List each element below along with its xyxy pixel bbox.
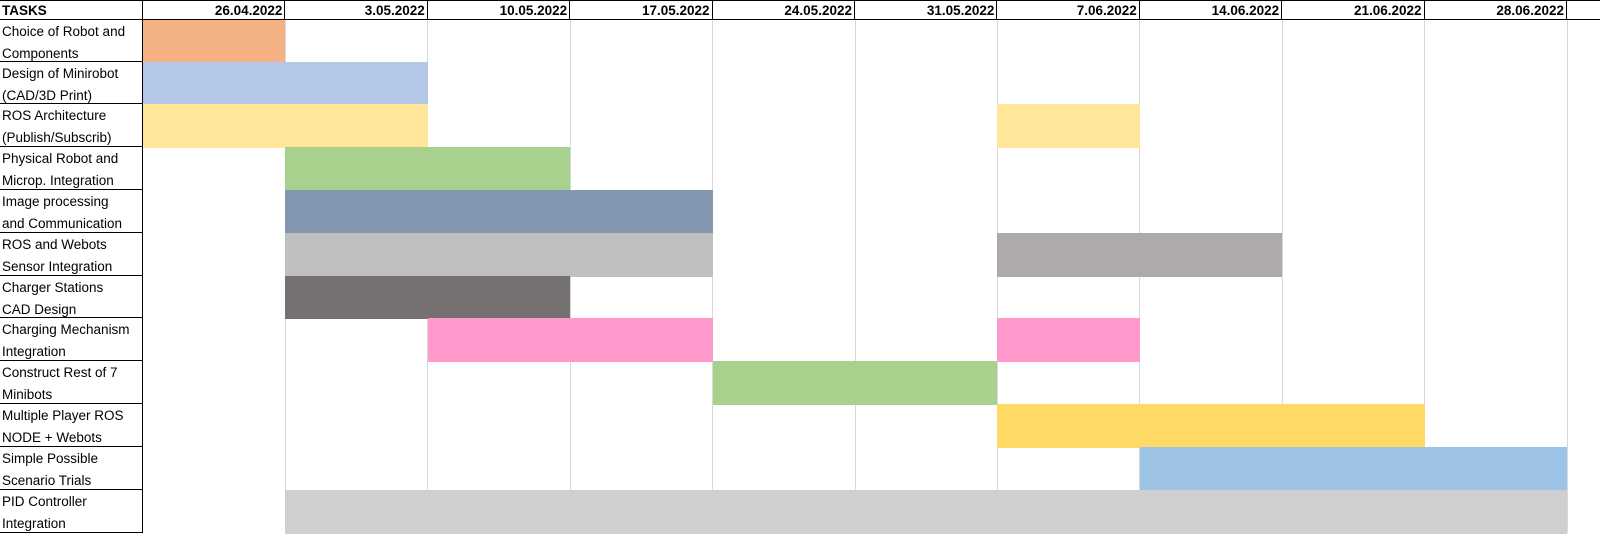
task-label: Image processing and Communication [2, 194, 123, 231]
row-divider [0, 317, 143, 318]
task-label: Construct Rest of 7 Minibots [2, 365, 118, 402]
grid-line [1424, 20, 1426, 533]
task-bar [143, 62, 428, 105]
task-bar [997, 318, 1140, 362]
label-column-border [142, 0, 143, 533]
task-bar [427, 318, 713, 362]
header-divider [996, 0, 998, 20]
row-divider [0, 275, 143, 276]
grid-line [996, 20, 998, 533]
header-divider [426, 0, 428, 20]
task-bar [143, 104, 428, 148]
header-divider [854, 0, 855, 20]
task-bar [997, 233, 1283, 277]
date-header: 26.04.2022 [214, 3, 283, 18]
header-divider [711, 0, 713, 20]
task-bar [285, 147, 571, 191]
task-label: Multiple Player ROS NODE + Webots [2, 408, 124, 445]
task-bar [143, 20, 286, 63]
header-top-border [0, 0, 1600, 1]
row-divider [0, 232, 143, 233]
date-header: 17.05.2022 [642, 3, 710, 18]
task-label: ROS Architecture (Publish/Subscrib) [2, 108, 112, 145]
task-bar [285, 233, 713, 277]
date-header: 28.06.2022 [1496, 3, 1564, 18]
header-tasks: TASKS [2, 3, 47, 18]
task-label: Physical Robot and Microp. Integration [2, 151, 119, 188]
row-divider [0, 403, 143, 404]
task-label: Simple Possible Scenario Trials [2, 451, 99, 488]
date-header: 3.05.2022 [364, 3, 425, 18]
date-header: 7.06.2022 [1076, 3, 1137, 18]
row-divider [0, 146, 143, 147]
grid-line [1281, 20, 1283, 533]
row-divider [0, 103, 143, 104]
date-header: 10.05.2022 [499, 3, 568, 18]
row-divider [0, 532, 143, 533]
task-label: PID Controller Integration [2, 494, 87, 531]
grid-line [1566, 20, 1568, 533]
header-divider [284, 0, 286, 20]
task-bar [997, 104, 1140, 148]
row-divider [0, 61, 143, 62]
header-bottom-border [0, 19, 1600, 20]
row-divider [0, 446, 143, 447]
task-bar [997, 404, 1425, 448]
grid-line [569, 20, 571, 533]
header-divider [1423, 0, 1425, 20]
task-label: Charger Stations CAD Design [2, 280, 104, 317]
task-bar [1139, 447, 1567, 491]
header-divider [569, 0, 571, 20]
task-label: Charging Mechanism Integration [2, 322, 130, 359]
grid-line [1139, 20, 1141, 533]
date-header: 24.05.2022 [784, 3, 852, 18]
row-divider [0, 189, 143, 190]
date-header: 21.06.2022 [1354, 3, 1422, 18]
header-divider [1566, 0, 1567, 20]
task-label: Choice of Robot and Components [2, 24, 126, 61]
header-divider [1138, 0, 1140, 20]
task-bar [712, 361, 998, 405]
grid-line [854, 20, 856, 533]
grid-line [712, 20, 714, 533]
task-label: ROS and Webots Sensor Integration [2, 237, 113, 274]
task-label: Design of Minirobot (CAD/3D Print) [2, 66, 119, 103]
task-bar [285, 490, 1567, 534]
date-header: 14.06.2022 [1211, 3, 1280, 18]
row-divider [0, 489, 143, 490]
header-divider [1281, 0, 1283, 20]
task-bar [285, 190, 713, 234]
task-bar [285, 276, 571, 319]
date-header: 31.05.2022 [926, 3, 995, 18]
row-divider [0, 360, 143, 361]
